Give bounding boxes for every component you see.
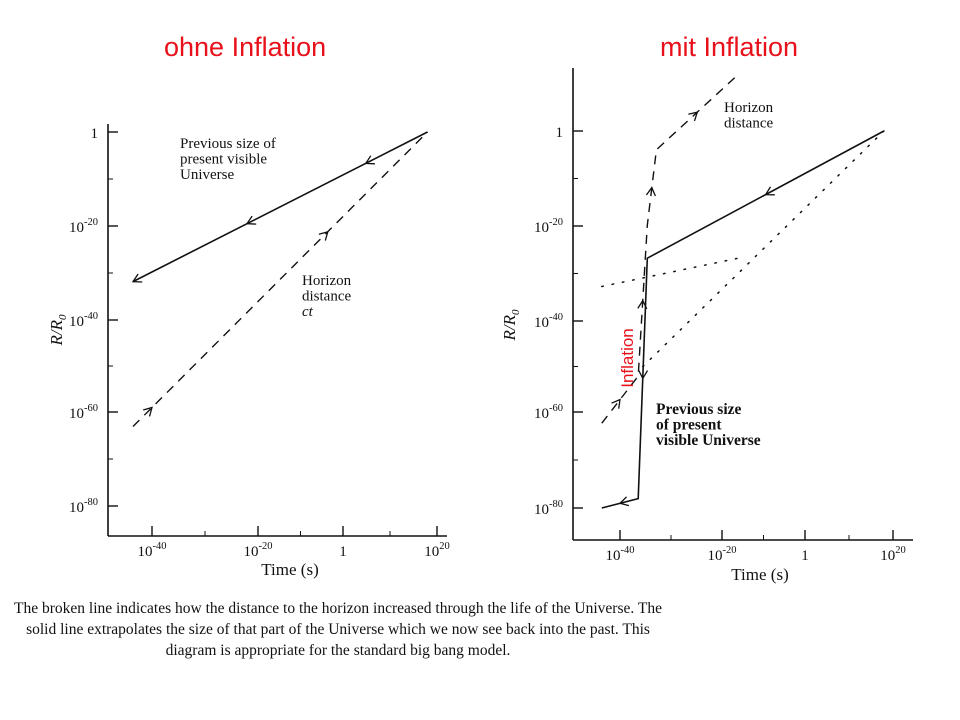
chart-left: 1 10-20 10-40 10-60 10-80 10-40 10-20 1 1020 R/R0… bbox=[47, 124, 450, 579]
arrowhead-mark bbox=[638, 369, 649, 380]
y-tick-label: 10-20 bbox=[534, 217, 563, 236]
x-tick-label: 1 bbox=[801, 548, 809, 564]
x-tick-label: 1 bbox=[339, 544, 347, 560]
left-chart-heading: ohne Inflation bbox=[164, 32, 327, 62]
x-tick-label: 10-40 bbox=[138, 541, 167, 560]
y-tick-label: 10-60 bbox=[534, 403, 563, 422]
x-tick-label: 10-20 bbox=[244, 541, 273, 560]
annotation-text: Horizon bbox=[302, 273, 352, 289]
annotation-text: Previous size of bbox=[180, 136, 276, 152]
dotted-guide-line bbox=[601, 257, 740, 288]
annotation-text: Universe bbox=[180, 167, 234, 183]
annotation-text: Previous size bbox=[656, 401, 741, 418]
x-axis-label: Time (s) bbox=[261, 560, 318, 579]
visible-universe-size-line bbox=[132, 131, 428, 283]
arrowhead-mark bbox=[611, 398, 621, 409]
x-tick-label: 1020 bbox=[424, 541, 450, 560]
arrowhead-mark bbox=[131, 273, 143, 283]
y-tick-label: 10-40 bbox=[534, 312, 563, 331]
visible-universe-size-line bbox=[601, 130, 885, 509]
arrowhead-mark bbox=[645, 186, 656, 197]
annotation-text: visible Universe bbox=[656, 432, 761, 449]
annotation-text: of present bbox=[656, 417, 722, 434]
chart-right: 1 10-20 10-40 10-60 10-80 10-40 10-20 1 1020 R/R0… bbox=[500, 68, 913, 584]
y-tick-label: 10-80 bbox=[534, 499, 563, 518]
y-tick-label: 1 bbox=[556, 125, 564, 141]
horizon-distance-line bbox=[601, 73, 739, 424]
y-tick-label: 10-60 bbox=[69, 403, 98, 422]
y-tick-label: 10-40 bbox=[69, 311, 98, 330]
annotation-text: Horizon bbox=[724, 100, 774, 116]
inflation-label: Inflation bbox=[618, 328, 637, 388]
y-axis-label: R/R0 bbox=[500, 309, 522, 342]
x-axis-label: Time (s) bbox=[731, 565, 788, 584]
figure-caption: The broken line indicates how the distan… bbox=[14, 600, 662, 659]
arrowhead-mark bbox=[143, 406, 153, 417]
arrowhead-mark bbox=[688, 111, 699, 122]
x-tick-label: 1020 bbox=[880, 545, 906, 564]
x-tick-label: 10-20 bbox=[708, 545, 737, 564]
x-tick-label: 10-40 bbox=[606, 545, 635, 564]
arrowhead-mark bbox=[364, 155, 375, 165]
dotted-guide-line bbox=[642, 130, 885, 368]
arrowhead-mark bbox=[637, 299, 648, 310]
horizon-distance-line bbox=[132, 131, 428, 427]
arrowhead-mark bbox=[618, 496, 630, 507]
annotation-text: distance bbox=[302, 289, 351, 305]
arrowhead-mark bbox=[318, 230, 329, 241]
y-axis-label: R/R0 bbox=[47, 314, 69, 347]
annotation-text: present visible bbox=[180, 152, 267, 168]
y-tick-label: 10-20 bbox=[69, 217, 98, 236]
arrowhead-mark bbox=[764, 186, 775, 196]
y-tick-label: 1 bbox=[91, 126, 99, 142]
right-chart-heading: mit Inflation bbox=[660, 32, 799, 62]
arrowhead-mark bbox=[245, 215, 257, 225]
annotation-text: distance bbox=[724, 116, 773, 132]
y-tick-label: 10-80 bbox=[69, 497, 98, 516]
annotation-text: ct bbox=[302, 304, 314, 320]
